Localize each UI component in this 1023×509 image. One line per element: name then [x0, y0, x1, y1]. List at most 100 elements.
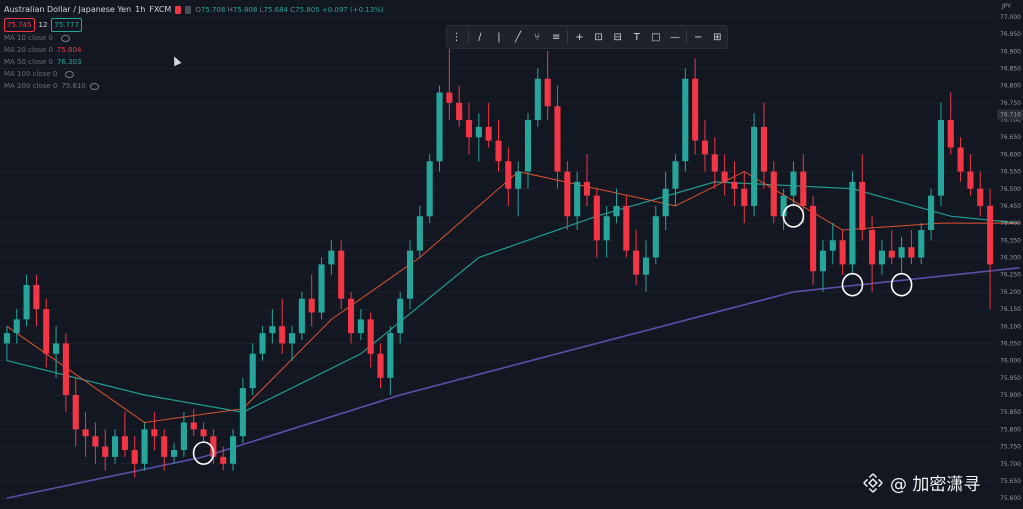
- candle: [505, 147, 512, 206]
- ruler-icon[interactable]: ⊟: [613, 31, 622, 43]
- pitchfork-icon[interactable]: ⑂: [534, 31, 541, 43]
- price-tick-label: 76.550: [1000, 169, 1021, 176]
- eye-hidden-icon[interactable]: [89, 82, 99, 90]
- indicator-row[interactable]: MA 10 close 0: [4, 32, 384, 44]
- candle-body: [298, 298, 305, 334]
- candle-body: [593, 195, 600, 241]
- candle-body: [406, 250, 414, 299]
- candle-body: [829, 240, 836, 251]
- eye-hidden-icon[interactable]: [65, 70, 75, 78]
- indicator-row[interactable]: MA 50 close 0 76.303: [4, 56, 384, 68]
- candle-body: [770, 171, 777, 217]
- candle-body: [505, 161, 512, 189]
- candle: [347, 291, 355, 344]
- price-tick-label: 76.900: [1000, 48, 1021, 55]
- candle-body: [957, 147, 964, 172]
- indicator-row[interactable]: MA 100 close 0: [4, 68, 384, 80]
- candle: [328, 240, 335, 275]
- current-price-tag: [997, 109, 1023, 120]
- price-tick-label: 76.200: [1000, 289, 1021, 296]
- price-tick-label: 76.250: [1000, 272, 1021, 279]
- candle-body: [790, 171, 797, 196]
- buy-button[interactable]: 75.777: [51, 18, 82, 32]
- candle-body: [751, 126, 758, 206]
- candle-body: [308, 298, 315, 313]
- candle-body: [977, 188, 984, 206]
- candle: [121, 412, 128, 457]
- indicator-label: MA 10 close 0: [4, 34, 53, 42]
- candle: [583, 154, 591, 206]
- symbol-title[interactable]: Australian Dollar / Japanese Yen: [4, 5, 132, 14]
- indicator-row[interactable]: MA 200 close 0 75.610: [4, 80, 384, 92]
- drag-handle-icon[interactable]: ⋮: [451, 31, 462, 43]
- candle: [613, 188, 620, 224]
- candle: [279, 298, 286, 354]
- flag-icon[interactable]: [175, 6, 182, 14]
- candle-body: [711, 154, 718, 172]
- candle: [3, 326, 10, 361]
- candle: [485, 102, 492, 148]
- eye-hidden-icon[interactable]: [60, 34, 70, 42]
- price-tick-label: 76.050: [1000, 340, 1021, 347]
- candle: [672, 154, 679, 206]
- price-axis: JPY 77.000 76.950 76.900 76.850 76.800 76.750 7…: [997, 3, 1023, 502]
- price-tick-label: 77.000: [1000, 14, 1021, 21]
- trendline-icon[interactable]: ╱: [514, 31, 521, 43]
- rectangle-icon[interactable]: □: [651, 31, 661, 43]
- candle: [23, 274, 30, 327]
- indicator-row[interactable]: MA 20 close 0 75.804: [4, 44, 384, 56]
- indicator-value: 76.303: [56, 58, 82, 66]
- candle-body: [524, 120, 532, 172]
- price-tick-label: 76.600: [1000, 151, 1021, 158]
- candle-body: [43, 309, 50, 354]
- candle-body: [426, 161, 433, 217]
- sell-button[interactable]: 75.745: [4, 18, 35, 32]
- candle-body: [495, 140, 502, 162]
- candle: [171, 443, 178, 464]
- candle: [593, 188, 600, 258]
- candle-body: [210, 436, 217, 457]
- candle-body: [269, 326, 276, 334]
- candle: [239, 377, 246, 444]
- fib-icon[interactable]: ≡: [552, 31, 561, 43]
- layout-icon[interactable]: ⊞: [713, 31, 722, 43]
- brush-icon[interactable]: ∕: [478, 31, 482, 43]
- text-icon[interactable]: T: [633, 31, 640, 43]
- candle: [446, 44, 453, 120]
- indicator-label: MA 20 close 0: [4, 46, 53, 54]
- price-tick-label: 76.450: [1000, 203, 1021, 210]
- candle-body: [92, 436, 99, 447]
- indicator-value: 75.804: [56, 46, 82, 54]
- candle-body: [869, 230, 876, 265]
- candle: [869, 216, 876, 292]
- price-tick-label: 76.850: [1000, 65, 1021, 72]
- annotation-circle: [192, 441, 215, 465]
- candle: [141, 422, 148, 471]
- candle-body: [613, 205, 620, 217]
- symbol-row: Australian Dollar / Japanese Yen 1h FXCM…: [4, 4, 384, 16]
- measure-icon[interactable]: ⊡: [594, 31, 603, 43]
- candle: [387, 326, 394, 395]
- candle: [642, 240, 650, 292]
- horizontal-line-icon[interactable]: —: [669, 31, 680, 43]
- candle: [367, 312, 374, 368]
- candle: [534, 68, 541, 127]
- settings-icon[interactable]: [185, 6, 192, 14]
- candle: [544, 51, 551, 120]
- candle-body: [347, 298, 355, 334]
- annotation-circle: [841, 272, 864, 297]
- candle: [839, 230, 846, 275]
- minus-icon[interactable]: −: [693, 31, 703, 43]
- interval-label[interactable]: 1h: [135, 5, 146, 14]
- candle: [357, 309, 364, 340]
- vertical-line-icon[interactable]: |: [497, 31, 501, 43]
- crosshair-icon[interactable]: +: [575, 31, 584, 43]
- spread-value: 12: [38, 21, 48, 29]
- candle: [987, 188, 994, 310]
- candle: [603, 205, 610, 258]
- price-tick-label: 76.950: [1000, 31, 1021, 38]
- candle-body: [259, 333, 266, 354]
- candle-body: [652, 216, 659, 258]
- candle-body: [446, 92, 453, 103]
